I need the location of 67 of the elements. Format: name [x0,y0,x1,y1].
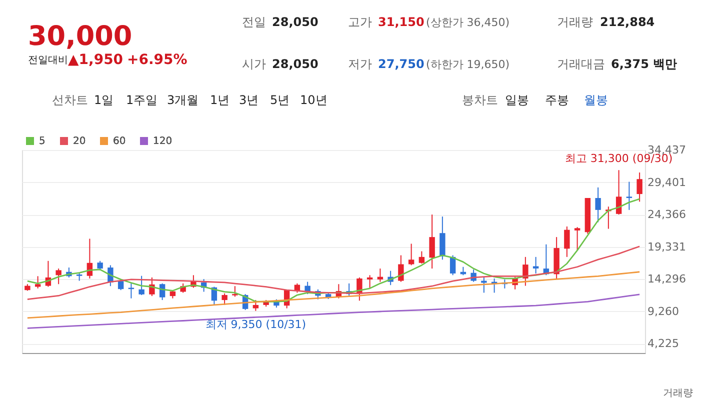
candlestick [429,214,435,270]
text: 1년 [210,93,230,107]
text: 월봉 [584,93,608,107]
text: 시가 [242,57,266,71]
text: 거래대금 [557,57,605,71]
text: 봉차트 [462,93,498,107]
annotation: 최저 9,350 (10/31) [205,318,306,331]
text: 선차트 [52,93,88,107]
text: 저가 [348,57,372,71]
text: (상한가 36,450) [426,16,510,29]
y-tick-label: 19,331 [648,240,686,254]
text: +6.95% [127,52,188,68]
line-series [26,294,640,329]
text: 3년 [239,93,259,107]
text: 6,375 백만 [611,57,678,71]
y-tick-label: 9,260 [648,304,679,318]
candlestick [34,276,41,289]
candlestick [636,172,642,202]
candlestick [366,274,373,289]
candlestick [626,181,632,210]
y-tick-label: 24,366 [648,208,686,222]
candlestick [418,250,425,264]
legend-label: 60 [113,136,126,147]
y-tick-label: 4,225 [648,337,679,350]
candlestick [97,260,103,271]
text: 3개월 [167,93,199,107]
text: 일봉 [505,93,529,107]
candlestick [532,256,539,274]
y-tick-label: 14,296 [648,272,686,286]
text: 5년 [270,93,290,107]
text: 거래량 [557,15,593,29]
text: 주봉 [545,93,569,107]
text: 28,050 [272,15,318,29]
candlestick [440,216,446,260]
legend-label: 5 [39,136,46,147]
candlestick [232,286,238,298]
text: 1일 [94,93,114,107]
candlestick [595,186,601,223]
candlestick [564,226,570,258]
text: 31,150 [378,15,424,29]
candlestick [574,226,580,251]
candlestick [408,243,414,266]
text: 30,000 [28,21,132,52]
candlestick [398,254,404,282]
candlestick [522,256,528,286]
line-series [26,271,640,319]
text: 10년 [300,93,328,107]
text: (하한가 19,650) [426,58,510,71]
text: 212,884 [600,15,655,29]
text: 1주일 [126,93,158,107]
text: 28,050 [272,57,318,71]
text: 전일 [242,15,266,29]
text: 27,750 [378,57,424,71]
candlestick [222,292,228,306]
text: ▲1,950 [68,52,124,68]
candlestick [481,276,487,294]
text: 고가 [348,15,372,29]
y-tick-label: 29,401 [648,176,686,189]
candlestick [252,300,259,312]
text: 전일대비 [28,55,68,66]
annotation: 최고 31,300 (09/30) [564,152,673,166]
candlestick [377,268,384,282]
candlestick [138,275,144,296]
legend-label: 20 [73,136,86,147]
candlestick [56,268,62,285]
text: 거래량 [663,388,693,399]
legend-label: 120 [153,136,172,147]
